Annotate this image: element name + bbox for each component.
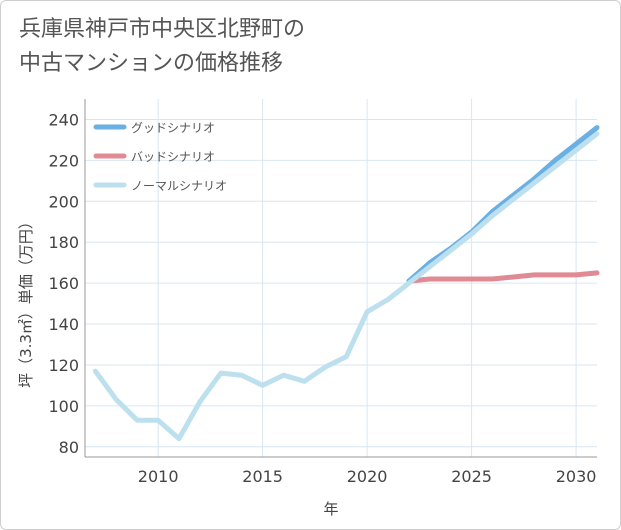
series-lines: [92, 125, 600, 442]
y-tick-label: 140: [48, 315, 79, 334]
y-tick-label: 100: [48, 397, 79, 416]
series-line-bad: [406, 270, 600, 284]
chart-title: 兵庫県神戸市中央区北野町の 中古マンションの価格推移: [19, 13, 305, 81]
x-tick-label: 2030: [556, 467, 597, 486]
x-tick-label: 2020: [347, 467, 388, 486]
legend-label-good: グッドシナリオ: [131, 121, 215, 135]
x-tick-label: 2010: [138, 467, 179, 486]
y-tick-labels: 80 100 120 140 160 180 200 220 240: [48, 110, 79, 456]
y-tick-label: 240: [48, 110, 79, 129]
chart-title-line-1: 兵庫県神戸市中央区北野町の: [19, 17, 306, 42]
x-tick-labels: 2010 2015 2020 2025 2030: [138, 467, 597, 486]
y-tick-label: 220: [48, 151, 79, 170]
y-tick-label: 160: [48, 274, 79, 293]
x-tick-label: 2015: [242, 467, 283, 486]
legend-label-bad: バッドシナリオ: [131, 150, 215, 164]
chart-title-line-2: 中古マンションの価格推移: [19, 51, 284, 76]
y-tick-label: 180: [48, 233, 79, 252]
y-axis-label: 坪（3.3㎡）単価（万円）: [17, 214, 35, 388]
legend: グッドシナリオ バッドシナリオ ノーマルシナリオ: [93, 121, 227, 193]
axes: [84, 99, 597, 458]
series-line-normal: [92, 131, 600, 442]
x-tick-label: 2025: [451, 467, 492, 486]
y-tick-label: 120: [48, 356, 79, 375]
y-tick-label: 200: [48, 192, 79, 211]
x-axis-label: 年: [323, 500, 338, 518]
legend-label-normal: ノーマルシナリオ: [131, 179, 227, 193]
y-tick-label: 80: [59, 438, 79, 457]
